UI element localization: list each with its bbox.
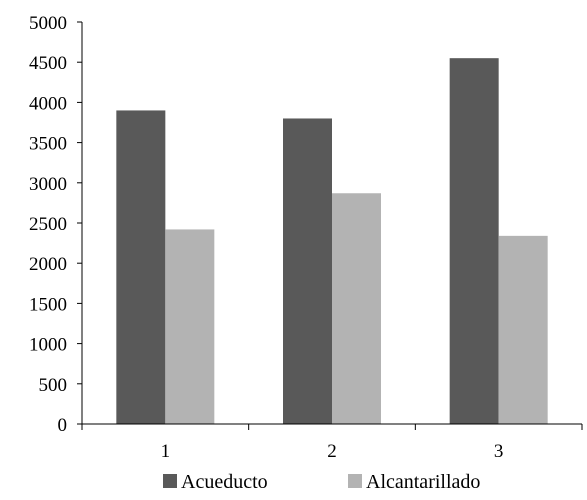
y-tick-label: 2000 bbox=[29, 254, 67, 275]
legend-swatch-alcantarillado bbox=[348, 474, 362, 488]
y-tick-label: 4500 bbox=[29, 53, 67, 74]
y-tick-label: 4000 bbox=[29, 93, 67, 114]
x-axis: 1 2 3 bbox=[81, 423, 583, 462]
bar-alcantarillado-2 bbox=[332, 193, 381, 424]
y-tick-label: 0 bbox=[58, 415, 68, 436]
y-tick-label: 2500 bbox=[29, 214, 67, 235]
bar-alcantarillado-3 bbox=[498, 235, 548, 424]
legend: Acueducto Alcantarillado bbox=[163, 471, 480, 493]
bar-alcantarillado-1 bbox=[165, 229, 215, 424]
y-tick-label: 1000 bbox=[29, 335, 67, 356]
x-tick-label: 2 bbox=[327, 441, 337, 462]
legend-label-alcantarillado: Alcantarillado bbox=[366, 471, 480, 493]
bar-acueducto-3 bbox=[449, 58, 499, 425]
y-tick-label: 1500 bbox=[29, 294, 67, 315]
x-tick-label: 1 bbox=[161, 441, 171, 462]
x-tick-label: 3 bbox=[494, 441, 504, 462]
bar-acueducto-2 bbox=[283, 118, 332, 424]
bar-acueducto-1 bbox=[116, 110, 166, 424]
y-tick-label: 500 bbox=[39, 375, 68, 396]
legend-label-acueducto: Acueducto bbox=[181, 471, 268, 493]
y-tick-label: 3500 bbox=[29, 134, 67, 155]
y-axis: 0 500 1000 1500 2000 2500 3000 3500 4000 4500 5000 bbox=[29, 13, 83, 436]
plot-area bbox=[116, 58, 548, 425]
legend-swatch-acueducto bbox=[163, 474, 177, 488]
y-tick-label: 3000 bbox=[29, 174, 67, 195]
y-tick-label: 5000 bbox=[29, 13, 67, 34]
